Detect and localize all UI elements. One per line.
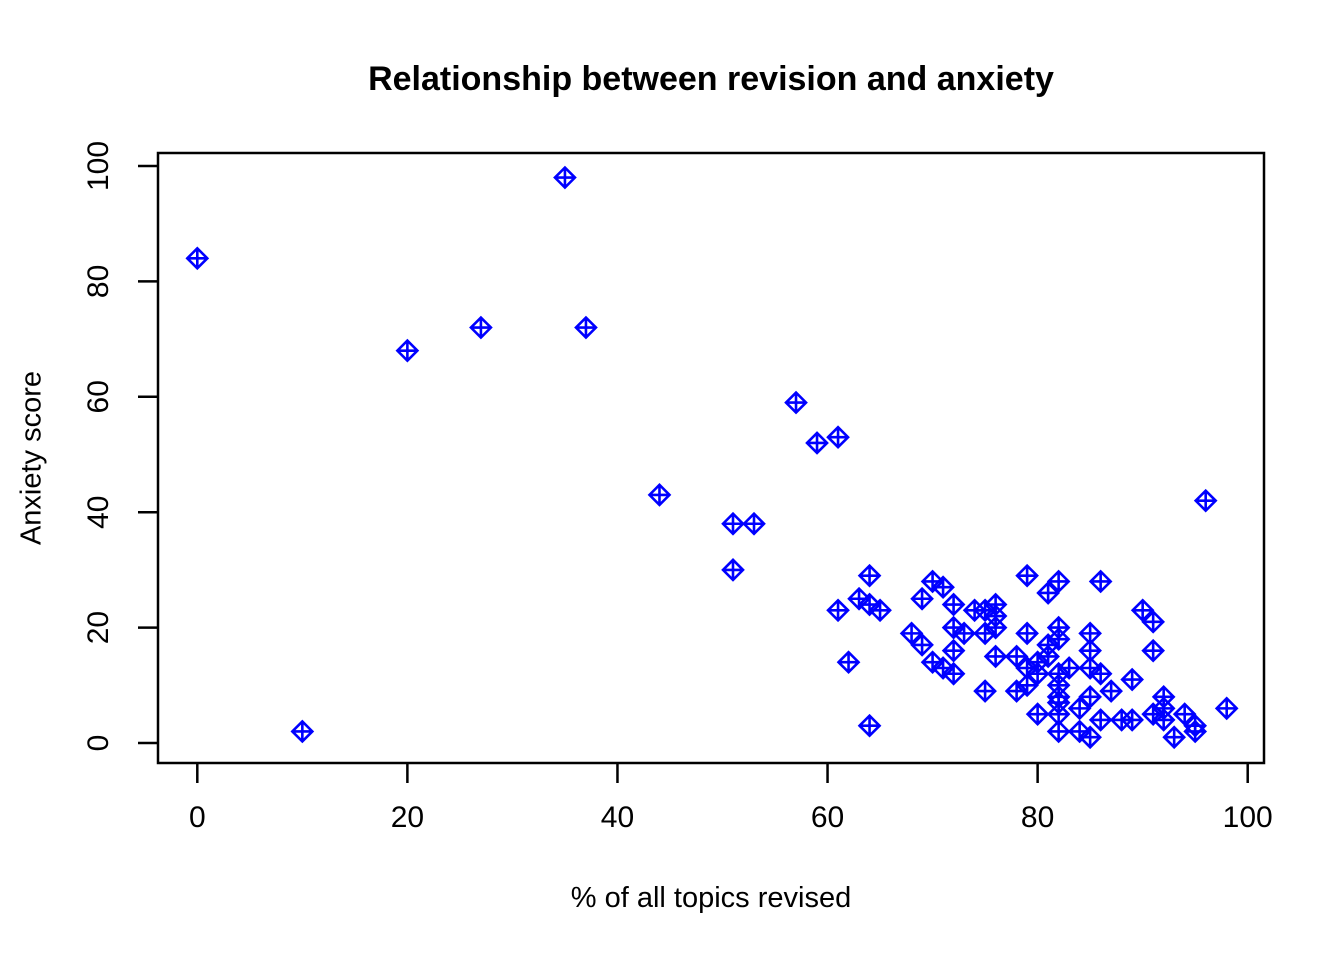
data-point-marker (941, 638, 966, 663)
y-tick-label: 100 (82, 141, 115, 191)
data-point-marker (1099, 679, 1123, 703)
data-point-marker (395, 338, 420, 363)
data-point-marker (1130, 598, 1155, 623)
data-point-marker (1067, 696, 1092, 721)
x-tick-label: 100 (1223, 801, 1273, 834)
data-point-marker (826, 425, 850, 450)
plot-box (156, 151, 1266, 765)
data-point-marker (1141, 609, 1165, 634)
data-point-marker (1046, 569, 1071, 594)
data-point-marker (983, 644, 1008, 669)
data-point-marker (784, 390, 808, 415)
data-point-marker (1025, 702, 1050, 726)
x-axis-title: % of all topics revised (570, 882, 852, 914)
data-point-marker (1088, 661, 1113, 686)
data-point-marker (1015, 563, 1039, 588)
y-tick-label: 60 (82, 380, 115, 413)
data-point-marker (1214, 696, 1239, 721)
data-point-marker (1172, 702, 1197, 726)
data-point-marker (647, 483, 672, 507)
data-point-marker (910, 586, 934, 611)
y-axis-title-text: Anxiety score (15, 370, 48, 546)
data-point-marker (1036, 581, 1060, 605)
data-point-marker (1015, 673, 1039, 698)
data-point-marker (1088, 569, 1113, 594)
data-point-marker (941, 661, 966, 686)
data-point-marker (1004, 644, 1029, 669)
data-point-marker (574, 315, 598, 340)
data-point-marker (185, 246, 210, 271)
x-tick-label: 20 (391, 801, 424, 834)
x-tick-label: 60 (811, 801, 844, 834)
data-point-marker (899, 621, 924, 646)
data-point-marker (826, 598, 850, 623)
data-point-marker (1046, 719, 1071, 744)
data-point-marker (983, 615, 1008, 640)
data-point-marker (721, 511, 745, 536)
chart-title: Relationship between revision and anxiet… (368, 60, 1054, 98)
data-point-marker (1193, 488, 1218, 513)
y-tick-label: 20 (82, 611, 115, 644)
data-point-marker (1078, 685, 1102, 709)
data-point-marker (290, 719, 315, 744)
data-point-marker (1151, 708, 1176, 732)
data-point-marker (857, 563, 882, 588)
data-point-marker (973, 679, 997, 703)
data-point-marker (1088, 708, 1113, 732)
data-point-marker (742, 511, 766, 536)
data-point-marker (941, 592, 966, 617)
data-point-marker (1120, 708, 1144, 732)
data-point-marker (1015, 621, 1039, 646)
data-point-marker (857, 713, 882, 738)
data-point-marker (1120, 667, 1144, 692)
data-point-marker (805, 431, 829, 455)
data-point-marker (1141, 638, 1165, 663)
data-point-marker (721, 558, 745, 582)
data-point-marker (1162, 725, 1187, 750)
data-point-marker (553, 165, 577, 190)
data-point-marker (1078, 725, 1102, 750)
data-point-marker (931, 575, 955, 600)
data-point-marker (469, 315, 493, 340)
x-tick-label: 0 (189, 801, 206, 834)
data-point-marker (1183, 719, 1208, 744)
y-tick-label: 80 (82, 265, 115, 298)
x-tick-label: 80 (1021, 801, 1054, 834)
x-tick-label: 40 (601, 801, 634, 834)
data-point-marker (836, 650, 861, 675)
data-point-marker (868, 598, 892, 623)
y-tick-label: 0 (82, 735, 115, 752)
data-point-marker (910, 633, 934, 657)
y-tick-label: 40 (82, 496, 115, 529)
